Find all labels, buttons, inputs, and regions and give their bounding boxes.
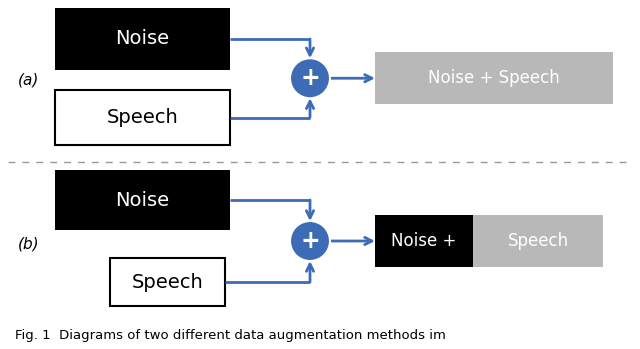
Bar — [55, 8, 230, 70]
Bar — [110, 258, 225, 306]
Text: Noise + Speech: Noise + Speech — [428, 69, 560, 87]
Text: (a): (a) — [18, 73, 40, 88]
Text: Fig. 1  Diagrams of two different data augmentation methods im: Fig. 1 Diagrams of two different data au… — [15, 329, 446, 342]
Text: Noise +: Noise + — [391, 232, 457, 250]
Text: Speech: Speech — [508, 232, 568, 250]
Text: +: + — [300, 229, 320, 253]
Bar — [55, 90, 230, 145]
Text: +: + — [300, 66, 320, 90]
Text: (b): (b) — [18, 237, 40, 252]
Circle shape — [290, 58, 330, 98]
Text: Noise: Noise — [115, 30, 170, 49]
Bar — [473, 215, 603, 267]
Bar — [375, 52, 613, 104]
Circle shape — [290, 221, 330, 261]
Text: Speech: Speech — [132, 273, 204, 291]
Bar — [55, 170, 230, 230]
Bar — [375, 215, 473, 267]
Text: Speech: Speech — [107, 108, 179, 127]
Text: Noise: Noise — [115, 191, 170, 209]
